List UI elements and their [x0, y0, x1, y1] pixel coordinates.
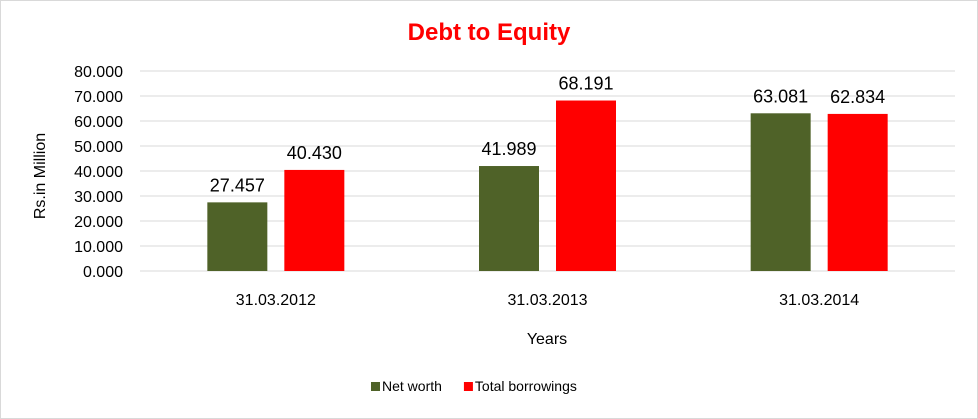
legend: Net worth Total borrowings	[371, 378, 577, 394]
y-tick-label: 10.000	[74, 239, 123, 256]
x-tick-labels: 31.03.2012 31.03.2013 31.03.2014	[236, 292, 860, 309]
x-axis-title: Years	[527, 331, 567, 348]
bar-total-borrowings	[827, 113, 888, 271]
data-labels: 27.457 40.430 41.989 68.191 63.081 62.834	[210, 74, 885, 196]
y-tick-label: 30.000	[74, 189, 123, 206]
y-tick-label: 40.000	[74, 164, 123, 181]
y-tick-label: 80.000	[74, 64, 123, 81]
bar-net-worth	[207, 202, 268, 271]
x-tick-label: 31.03.2013	[507, 292, 587, 309]
y-tick-label: 70.000	[74, 89, 123, 106]
bar-total-borrowings	[556, 100, 616, 272]
legend-swatch	[371, 382, 380, 391]
x-tick-label: 31.03.2014	[779, 292, 859, 309]
y-tick-label: 20.000	[74, 214, 123, 231]
bar-net-worth	[479, 166, 539, 271]
x-tick-label: 31.03.2012	[236, 292, 316, 309]
legend-swatch	[463, 382, 473, 391]
data-label: 63.081	[753, 86, 808, 106]
y-tick-label: 60.000	[74, 114, 123, 131]
y-tick-label: 0.000	[83, 264, 123, 281]
data-label: 41.989	[481, 139, 536, 159]
data-label: 68.191	[558, 74, 613, 94]
data-label: 62.834	[830, 87, 885, 107]
grid-lines	[140, 70, 955, 272]
legend-label: Net worth	[382, 378, 442, 394]
bar-net-worth	[750, 113, 811, 271]
data-label: 40.430	[287, 143, 342, 163]
legend-label: Total borrowings	[475, 378, 577, 394]
bars	[207, 100, 888, 272]
y-tick-labels: 0.000 10.000 20.000 30.000 40.000 50.000 60.00…	[74, 64, 123, 281]
chart-title: Debt to Equity	[408, 19, 571, 46]
bar-total-borrowings	[284, 169, 345, 271]
y-axis-title: Rs.in Million	[32, 133, 49, 219]
y-tick-label: 50.000	[74, 139, 123, 156]
data-label: 27.457	[210, 175, 265, 195]
